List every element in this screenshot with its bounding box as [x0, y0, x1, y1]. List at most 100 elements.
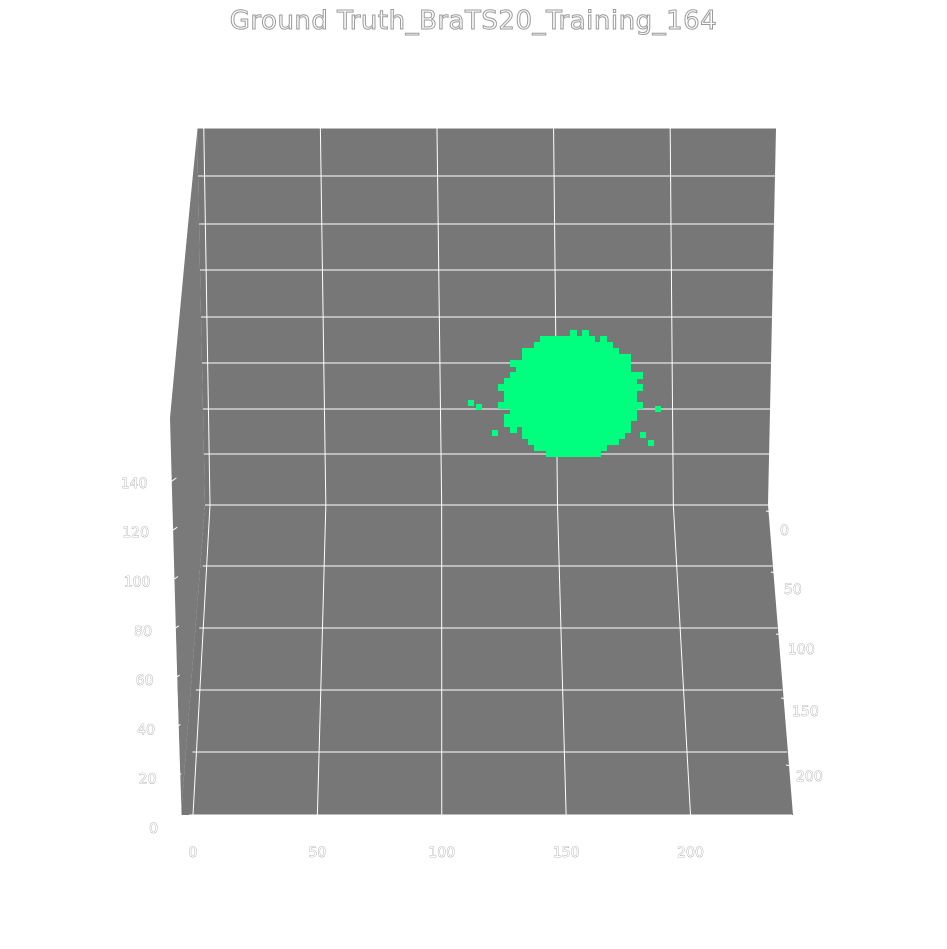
tumor-voxel: [540, 342, 547, 349]
tumor-voxel: [606, 420, 613, 427]
tumor-voxel: [582, 414, 589, 421]
tumor-voxel: [576, 378, 583, 385]
tumor-voxel: [630, 372, 637, 379]
tumor-voxel: [570, 342, 577, 349]
tumor-voxel: [510, 384, 517, 391]
tumor-voxel: [510, 402, 517, 409]
tumor-voxel: [588, 450, 595, 457]
tumor-voxel: [576, 420, 583, 427]
tumor-voxel: [618, 432, 625, 439]
tumor-voxel: [534, 360, 541, 367]
tumor-voxel: [528, 366, 535, 373]
tumor-voxel: [558, 360, 565, 367]
tumor-voxel: [582, 426, 589, 433]
tumor-voxel: [546, 450, 553, 457]
tumor-voxel: [540, 432, 547, 439]
tumor-voxel: [582, 348, 589, 355]
tumor-voxel: [624, 372, 631, 379]
tumor-voxel: [594, 360, 601, 367]
x-tick-label: 200: [677, 845, 704, 861]
tumor-voxel: [546, 366, 553, 373]
tumor-voxel: [630, 402, 637, 409]
floor-pane: [181, 505, 793, 815]
tumor-voxel: [546, 426, 553, 433]
tumor-voxel: [564, 438, 571, 445]
tumor-voxel: [582, 336, 589, 343]
tumor-voxel: [510, 420, 517, 427]
tumor-voxel: [612, 414, 619, 421]
tumor-voxel: [522, 390, 529, 397]
tumor-voxel: [546, 402, 553, 409]
tumor-voxel: [594, 396, 601, 403]
tumor-voxel: [588, 384, 595, 391]
tumor-voxel: [606, 384, 613, 391]
tumor-voxel: [540, 396, 547, 403]
tumor-voxel: [516, 414, 523, 421]
tumor-voxel: [624, 360, 631, 367]
tumor-voxel: [618, 414, 625, 421]
tumor-voxel: [576, 342, 583, 349]
tumor-voxel: [558, 432, 565, 439]
z-tick-label: 100: [124, 575, 151, 591]
tumor-voxel: [552, 396, 559, 403]
tumor-voxel: [528, 360, 535, 367]
tumor-voxel: [528, 432, 535, 439]
tumor-voxel: [594, 354, 601, 361]
tumor-voxel: [522, 384, 529, 391]
tumor-voxel: [570, 354, 577, 361]
tumor-voxel: [528, 354, 535, 361]
tumor-voxel: [522, 432, 529, 439]
tumor-voxel: [468, 400, 474, 406]
tumor-voxel: [594, 348, 601, 355]
tumor-voxel: [588, 390, 595, 397]
tumor-voxel: [576, 450, 583, 457]
tumor-voxel: [540, 366, 547, 373]
tumor-voxel: [516, 390, 523, 397]
tumor-voxel: [624, 402, 631, 409]
tumor-voxel: [612, 366, 619, 373]
tumor-voxel: [600, 390, 607, 397]
tumor-voxel: [534, 396, 541, 403]
z-tick-mark: [171, 822, 183, 830]
tumor-voxel: [582, 432, 589, 439]
tumor-voxel: [558, 444, 565, 451]
tumor-voxel: [534, 390, 541, 397]
tumor-voxel: [594, 426, 601, 433]
tumor-voxel: [588, 354, 595, 361]
tumor-voxel: [600, 366, 607, 373]
tumor-voxel: [588, 444, 595, 451]
tumor-voxel: [540, 336, 547, 343]
tumor-voxel: [558, 348, 565, 355]
tumor-voxel: [570, 390, 577, 397]
z-axis-line: [167, 127, 198, 419]
tumor-voxel: [582, 330, 589, 337]
tumor-voxel: [600, 438, 607, 445]
tumor-voxel: [612, 384, 619, 391]
tumor-voxel: [476, 404, 482, 410]
tumor-voxel: [528, 348, 535, 355]
tumor-voxel: [546, 372, 553, 379]
tumor-voxel: [546, 390, 553, 397]
tumor-voxel: [600, 348, 607, 355]
tumor-voxel: [558, 408, 565, 415]
tumor-voxel: [594, 450, 601, 457]
tumor-voxel: [582, 360, 589, 367]
tumor-voxel: [576, 426, 583, 433]
tumor-voxel: [630, 396, 637, 403]
tumor-voxel: [588, 378, 595, 385]
tumor-voxel: [582, 354, 589, 361]
tumor-voxel: [510, 360, 517, 367]
tumor-voxel: [576, 348, 583, 355]
tumor-voxel: [564, 444, 571, 451]
tumor-voxel: [504, 378, 511, 385]
tumor-voxel: [528, 420, 535, 427]
tumor-voxel: [582, 402, 589, 409]
tumor-voxel: [516, 378, 523, 385]
tumor-voxel: [612, 432, 619, 439]
z-tick-label: 80: [134, 624, 152, 640]
tumor-voxel: [558, 342, 565, 349]
tumor-voxel: [588, 336, 595, 343]
y-tick-label: 0: [780, 523, 789, 539]
tumor-voxel: [624, 408, 631, 415]
tumor-voxel: [606, 438, 613, 445]
